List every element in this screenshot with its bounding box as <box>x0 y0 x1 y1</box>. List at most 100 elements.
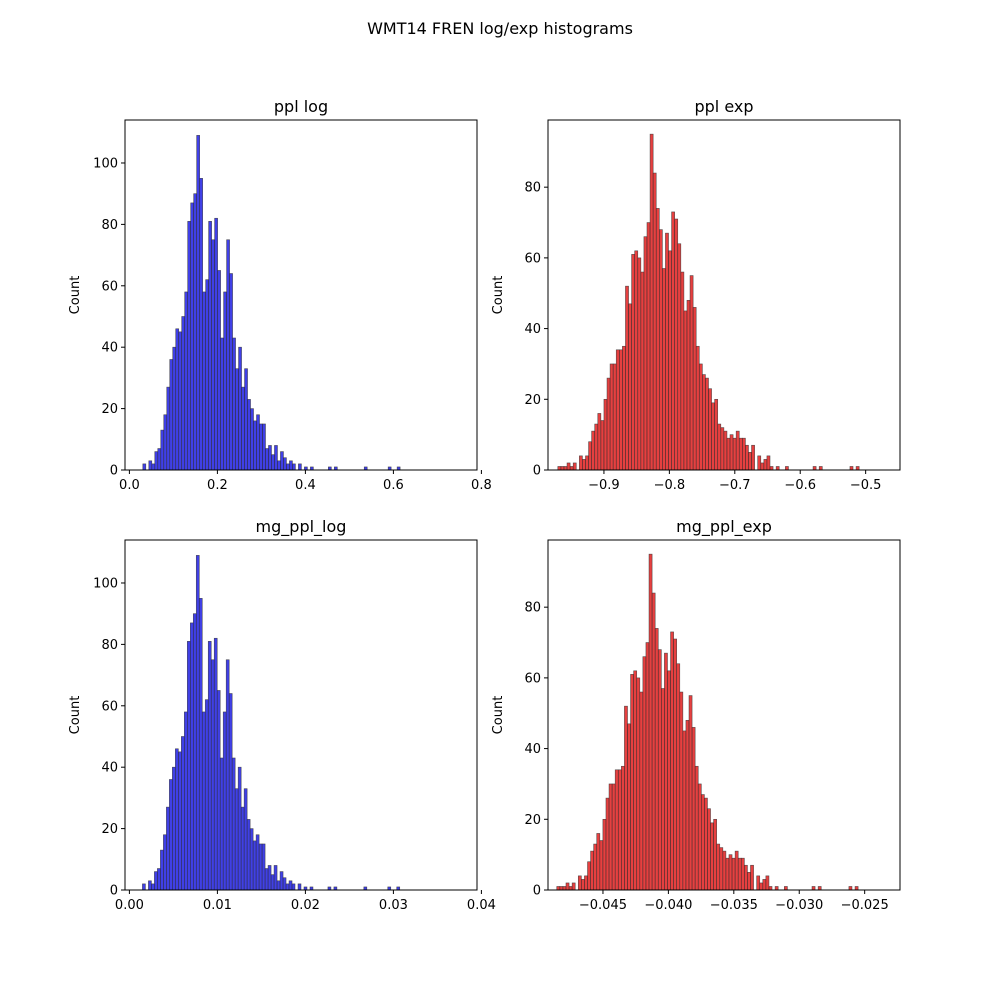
histogram-bar <box>615 349 620 471</box>
x-tick-label: −0.5 <box>850 478 882 493</box>
histogram-bar <box>716 843 721 891</box>
histogram-bar <box>818 466 823 471</box>
histogram-bar <box>720 427 725 471</box>
histogram-bar <box>563 466 568 471</box>
y-axis-label: Count <box>491 696 506 735</box>
histogram-bar <box>713 818 717 891</box>
histogram-bar <box>745 444 749 471</box>
histogram-bar <box>769 466 774 471</box>
panel-title: ppl exp <box>694 97 753 116</box>
bars-0 <box>142 135 401 471</box>
histogram-bar <box>599 840 604 891</box>
histogram-bar <box>711 402 715 471</box>
histogram-bar <box>142 883 146 891</box>
histogram-bar <box>235 368 239 471</box>
histogram-bar <box>717 423 722 471</box>
histogram-bar <box>646 222 651 471</box>
histogram-bar <box>679 691 684 891</box>
histogram-bar <box>571 882 576 891</box>
histogram-bar <box>694 765 699 891</box>
axes-frame <box>547 119 901 471</box>
histogram-bar <box>732 437 737 471</box>
histogram-bar <box>702 374 706 471</box>
histogram-bar <box>148 880 152 891</box>
x-tick-label: 0.4 <box>295 478 316 493</box>
histogram-bar <box>688 695 693 891</box>
histogram-bar <box>740 857 745 891</box>
histogram-bar <box>211 239 215 471</box>
histogram-bar <box>184 711 188 891</box>
panel-2: 0.00 0.01 0.02 0.03 0.04 0 20 40 60 80 100 mg_ppl_l… <box>68 517 496 913</box>
histogram-bar <box>603 398 608 471</box>
histogram-bar <box>600 420 605 471</box>
histogram-bar <box>680 271 685 471</box>
histogram-bar <box>219 757 224 891</box>
panel-3: −0.045 −0.040 −0.035 −0.030 −0.025 0 20 40 60 80 m… <box>491 517 901 913</box>
histogram-bar <box>606 377 611 471</box>
histogram-bar <box>265 448 269 471</box>
x-tick-label: −0.040 <box>644 898 692 913</box>
y-tick-label: 80 <box>101 638 118 653</box>
histogram-bar <box>617 769 622 891</box>
histogram-bar <box>246 819 251 891</box>
histogram-bar <box>192 613 197 891</box>
axes-frame <box>124 119 478 471</box>
histogram-bar <box>639 691 644 891</box>
histogram-bar <box>577 875 582 891</box>
histogram-bar <box>148 460 153 471</box>
histogram-bar <box>668 250 672 471</box>
histogram-bar <box>238 346 242 471</box>
histogram-bar <box>747 872 751 891</box>
histogram-bar <box>240 806 245 891</box>
histogram-bar <box>172 766 176 891</box>
histogram-bar <box>704 797 708 891</box>
histogram-bar <box>559 886 564 891</box>
histogram-bar <box>667 670 671 891</box>
histogram-bar <box>722 850 727 891</box>
histogram-bar <box>594 423 599 471</box>
histogram-bar <box>142 463 147 471</box>
histogram-bar <box>572 462 577 471</box>
histogram-bar <box>757 455 762 471</box>
histogram-bar <box>766 455 771 471</box>
histogram-bar <box>560 466 565 471</box>
histogram-bar <box>210 659 215 891</box>
histogram-bar <box>288 880 293 891</box>
histogram-bar <box>187 641 191 891</box>
x-tick-label: −0.8 <box>654 478 686 493</box>
histogram-bar <box>151 883 155 891</box>
histogram-bar <box>662 268 666 471</box>
histogram-bar <box>633 670 638 891</box>
histogram-bar <box>700 794 705 891</box>
y-tick-label: 80 <box>101 218 118 233</box>
histogram-bar <box>705 377 709 471</box>
histogram-bar <box>728 854 733 891</box>
histogram-bar <box>243 788 248 891</box>
histogram-bar <box>649 133 654 471</box>
histogram-bar <box>811 886 816 891</box>
histogram-bar <box>216 690 221 891</box>
histogram-bar <box>634 250 639 471</box>
histogram-bar <box>568 886 573 891</box>
histogram-bar <box>195 555 200 891</box>
histogram-bar <box>729 434 734 471</box>
histogram-bar <box>628 303 632 471</box>
y-tick-label: 60 <box>101 279 118 294</box>
histogram-bar <box>213 637 218 891</box>
axes-frame <box>124 539 478 891</box>
histogram-bar <box>217 270 221 471</box>
histogram-bar <box>231 757 236 891</box>
histogram-bar <box>289 460 293 471</box>
histogram-bar <box>593 843 598 891</box>
histogram-bar <box>277 460 281 471</box>
histogram-bar <box>279 871 284 891</box>
histogram-bar <box>608 783 613 891</box>
histogram-bar <box>166 386 171 471</box>
histogram-bar <box>677 243 682 471</box>
histogram-bar <box>621 765 625 891</box>
histogram-bar <box>244 368 248 471</box>
histogram-bar <box>202 291 206 471</box>
histogram-bar <box>222 711 227 891</box>
